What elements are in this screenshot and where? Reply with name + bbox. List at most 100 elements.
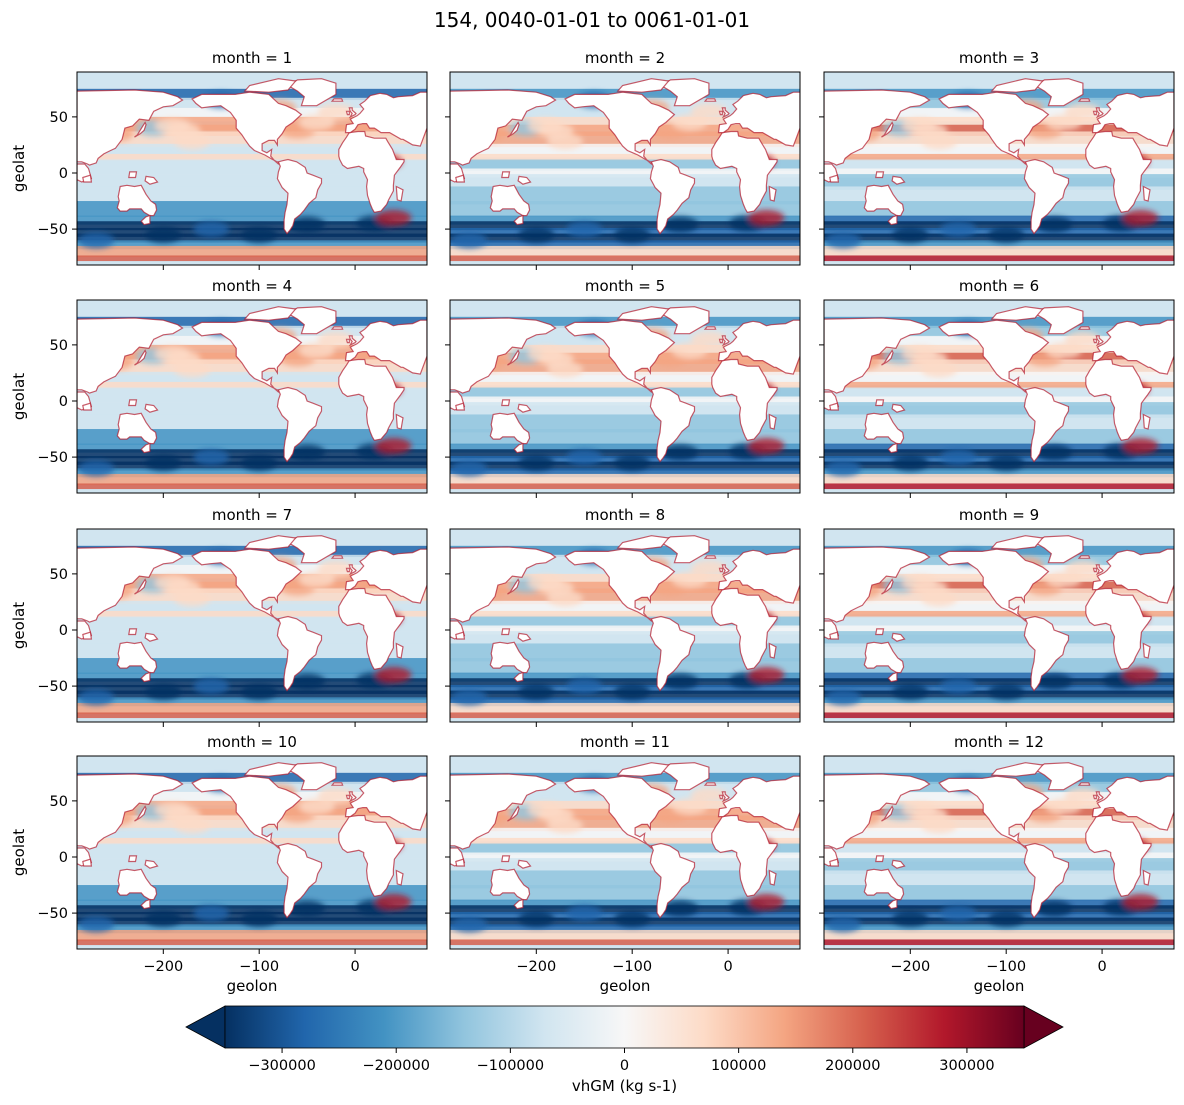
heatmap-feature — [375, 893, 412, 910]
land-mask — [77, 546, 184, 623]
land-mask — [344, 91, 427, 147]
heatmap-feature — [1064, 560, 1101, 577]
land-mask — [875, 628, 885, 636]
heatmap-feature — [748, 437, 785, 454]
land-mask — [768, 413, 777, 430]
land-mask — [1085, 130, 1152, 213]
land-mask — [513, 671, 524, 683]
heatmap-band — [77, 643, 427, 662]
heatmap-band — [77, 468, 427, 478]
heatmap-feature — [547, 817, 584, 834]
land-mask — [875, 399, 885, 407]
land-mask — [711, 130, 778, 213]
heatmap-band — [450, 429, 800, 445]
y-tick-label: 0 — [59, 623, 68, 639]
heatmap-band — [824, 899, 1174, 909]
land-mask — [717, 548, 800, 604]
land-mask — [348, 335, 357, 347]
heatmap-band — [77, 245, 427, 258]
land-mask — [887, 898, 898, 910]
land-mask — [1095, 791, 1104, 803]
heatmap-feature — [1122, 437, 1159, 454]
land-mask — [881, 578, 894, 595]
y-tick-label: −50 — [37, 679, 68, 695]
land-mask — [564, 548, 676, 622]
panel-month-4: month = 4 50 0 −50 geolat — [10, 277, 428, 498]
heatmap-feature — [1064, 331, 1101, 348]
land-mask — [881, 805, 894, 822]
land-mask — [1092, 794, 1097, 800]
heatmap-feature — [451, 460, 488, 477]
land-mask — [1033, 306, 1084, 335]
heatmap-feature — [1045, 342, 1082, 359]
panel-heatmap — [77, 756, 427, 949]
heatmap-band — [824, 616, 1174, 628]
heatmap-band — [824, 201, 1174, 217]
heatmap-band — [824, 697, 1174, 707]
heatmap-band — [824, 631, 1174, 647]
land-mask — [824, 546, 931, 623]
heatmap-band — [450, 468, 800, 478]
land-mask — [191, 775, 303, 849]
land-mask — [344, 319, 427, 375]
heatmap-feature — [825, 232, 862, 249]
heatmap-band — [824, 939, 1174, 946]
land-mask — [77, 317, 184, 394]
land-mask — [276, 615, 323, 692]
heatmap-band — [824, 837, 1174, 845]
heatmap-feature — [988, 454, 1025, 471]
land-mask — [286, 762, 337, 791]
land-mask — [703, 326, 717, 330]
panel-title: month = 9 — [959, 506, 1039, 524]
heatmap-band — [824, 858, 1174, 874]
heatmap-feature — [671, 114, 708, 131]
heatmap-feature — [145, 226, 182, 243]
heatmap-feature — [614, 910, 651, 927]
y-tick-label: 50 — [50, 110, 68, 126]
land-mask — [513, 442, 524, 454]
panel-title: month = 3 — [959, 49, 1039, 67]
land-mask — [517, 632, 532, 642]
heatmap-feature — [375, 437, 412, 454]
land-mask — [1092, 110, 1097, 116]
heatmap-feature — [921, 361, 958, 378]
land-mask — [243, 306, 297, 321]
land-mask — [659, 762, 710, 791]
heatmap-feature — [451, 916, 488, 933]
heatmap-band — [77, 402, 427, 418]
heatmap-band — [77, 929, 427, 942]
land-mask — [128, 855, 138, 863]
land-mask — [564, 319, 676, 393]
heatmap-feature — [174, 361, 211, 378]
land-mask — [116, 868, 158, 901]
land-mask — [144, 403, 159, 413]
heatmap-band — [77, 387, 427, 399]
land-mask — [649, 615, 696, 692]
y-axis-label: geolat — [10, 602, 28, 649]
heatmap-band — [77, 201, 427, 217]
heatmap-feature — [518, 683, 555, 700]
land-mask — [829, 858, 840, 867]
land-mask — [345, 794, 350, 800]
heatmap-band — [77, 186, 427, 205]
land-mask — [703, 98, 717, 102]
heatmap-band — [450, 449, 800, 459]
land-mask — [116, 184, 158, 217]
land-mask — [501, 399, 511, 407]
heatmap-band — [77, 899, 427, 909]
panel-month-1: month = 1 50 0 −50 geolat — [10, 49, 428, 270]
y-axis-label: geolat — [10, 829, 28, 876]
land-mask — [344, 548, 427, 604]
heatmap-feature — [690, 103, 727, 120]
land-mask — [990, 78, 1044, 93]
land-mask — [1033, 78, 1084, 107]
panel-month-2: month = 2 — [445, 49, 801, 270]
land-mask — [768, 185, 777, 202]
land-mask — [134, 349, 147, 366]
land-mask — [881, 349, 894, 366]
land-mask — [243, 78, 297, 93]
heatmap-band — [450, 402, 800, 418]
land-mask — [1091, 91, 1174, 147]
heatmap-band — [77, 215, 427, 225]
panel-frame — [76, 755, 428, 950]
